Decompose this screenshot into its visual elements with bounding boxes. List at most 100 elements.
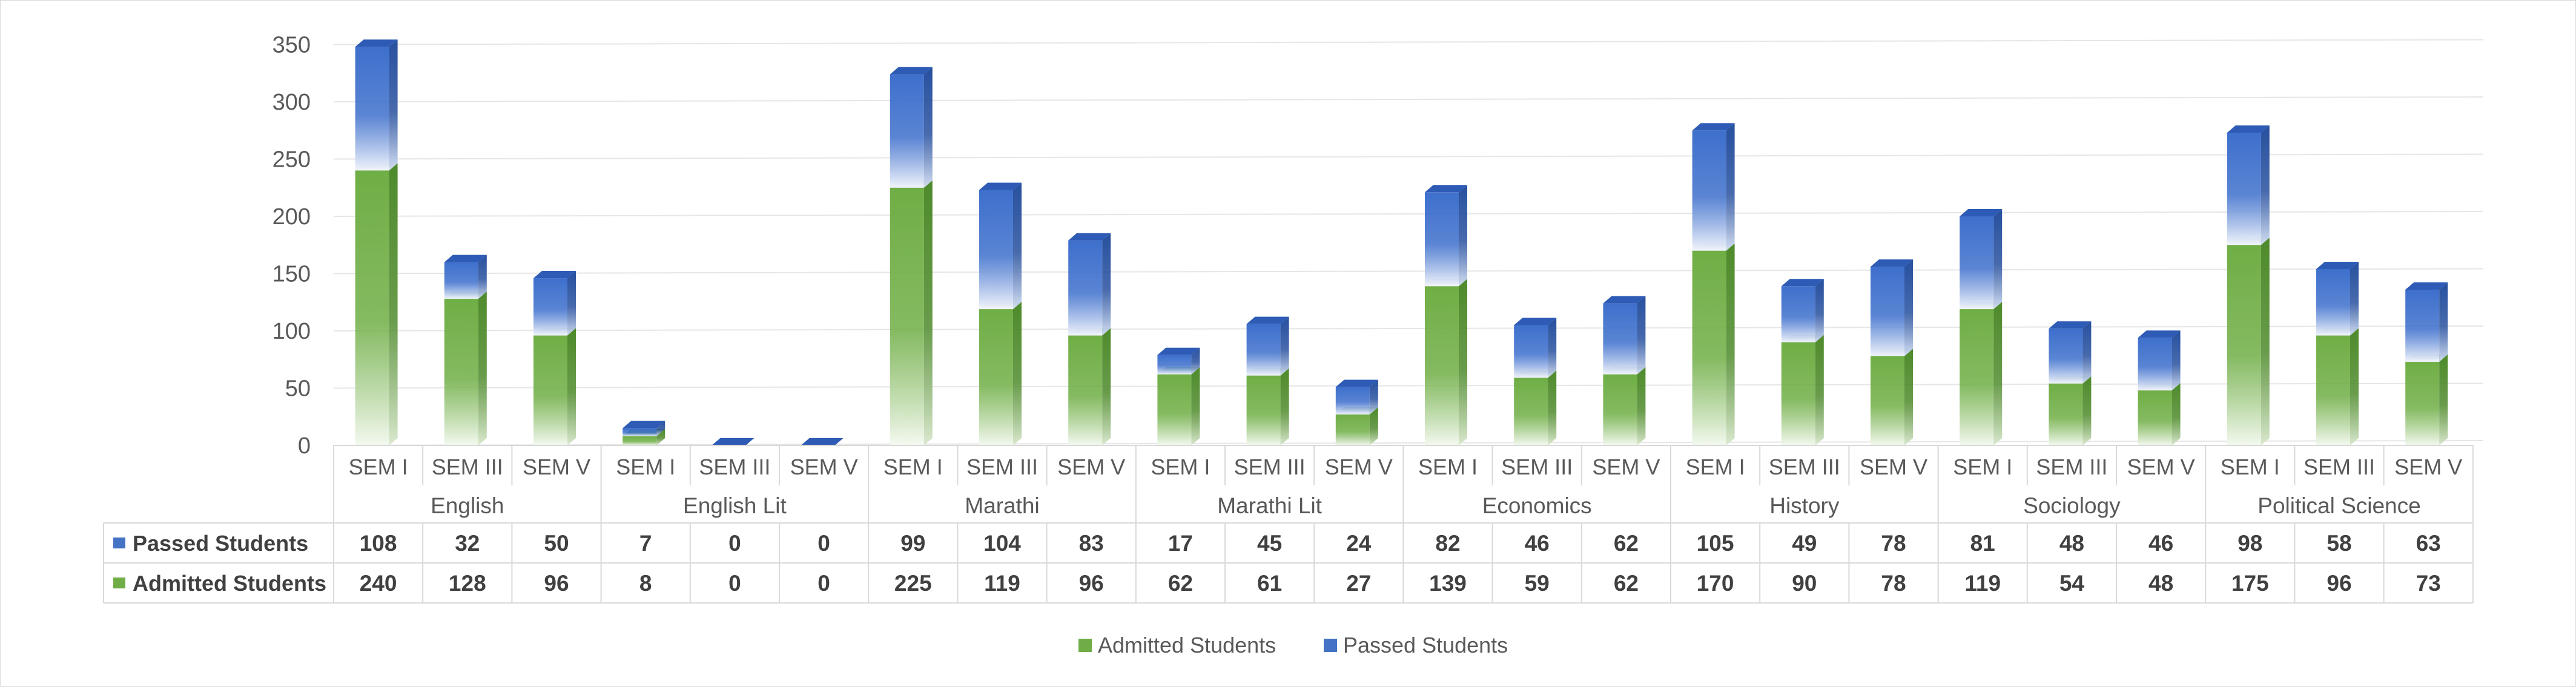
gridline [333,96,2484,102]
group-label: Political Science [2257,493,2420,518]
group-label: History [1769,493,1840,518]
category-tick-label: SEM I [349,454,408,479]
legend-label: Admitted Students [1098,633,1276,657]
bar-stack [712,438,755,445]
bar-admitted-students [444,291,487,445]
bar-passed-students [1335,379,1378,414]
table-cell: 0 [728,571,741,596]
bar-admitted-students [979,302,1022,445]
bar-stack [1692,123,1735,445]
table-cell: 139 [1429,571,1467,596]
category-tick-label: SEM I [2221,454,2280,479]
gridline [333,440,2484,446]
category-tick-label: SEM III [699,454,770,479]
bar-admitted-students [2227,238,2270,445]
y-tick-label: 0 [298,433,311,459]
y-tick-label: 150 [272,262,311,287]
table-cell: 62 [1168,571,1193,596]
category-tick-label: SEM III [966,454,1038,479]
legend-key [1078,639,1092,652]
table-cell: 0 [728,531,741,556]
table-cell: 8 [639,571,652,596]
bar-stack [1157,347,1200,445]
gridline [333,268,2484,275]
bar-stack [2316,261,2359,445]
table-cell: 99 [900,531,925,556]
bar-passed-students [1246,316,1289,376]
category-tick-label: SEM V [1325,454,1393,479]
bar-stack [1781,279,1824,445]
bar-passed-students [2227,125,2270,245]
bar-stack [1514,318,1557,445]
category-tick-label: SEM III [2304,454,2375,479]
table-row-label: Admitted Students [133,571,326,596]
table-cell: 240 [360,571,397,596]
bar-admitted-students [533,328,576,445]
table-cell: 96 [1079,571,1104,596]
y-axis-tick-labels: 0 50 100 150 200 250 300 350 [272,33,311,459]
bar-admitted-students [2316,328,2359,445]
table-cell: 62 [1614,571,1639,596]
bar-stack [2405,282,2448,445]
table-cell: 46 [2148,531,2173,556]
table-cell: 108 [360,531,397,556]
table-cell: 119 [1964,571,2001,596]
bar-stack [1068,233,1111,445]
table-cell: 98 [2237,531,2262,556]
bar-stack [533,271,576,445]
bar-passed-students [1603,296,1646,374]
bar-passed-students [890,67,933,188]
y-tick-label: 350 [272,33,311,58]
table-cell: 82 [1435,531,1460,556]
legend-label: Passed Students [1343,633,1508,657]
group-label: English Lit [683,493,787,518]
table-cell: 63 [2416,531,2441,556]
y-tick-label: 250 [272,147,311,173]
bar-passed-students [355,39,398,171]
gridlines [333,39,2484,446]
table-cell: 27 [1346,571,1371,596]
bar-stack [1335,379,1378,445]
table-cell: 62 [1614,531,1639,556]
category-tick-label: SEM V [1860,454,1927,479]
bar-admitted-students [1960,302,2003,445]
bar-stack [355,39,398,445]
gridline [333,153,2484,160]
group-label: Marathi [965,493,1039,518]
category-tick-label: SEM I [1418,454,1478,479]
gridline [333,39,2484,45]
category-tick-label: SEM III [1769,454,1840,479]
category-tick-label: SEM I [1151,454,1210,479]
table-cell: 78 [1881,531,1906,556]
bar-admitted-students [2049,376,2092,445]
category-tick-label: SEM V [2127,454,2195,479]
bar-stack [979,182,1022,445]
table-cell: 83 [1079,531,1104,556]
y-tick-label: 200 [272,204,311,230]
group-label: English [431,493,504,518]
table-cell: 104 [983,531,1021,556]
table-cell: 105 [1697,531,1734,556]
category-tick-label: SEM I [883,454,943,479]
bar-stack [801,438,844,445]
bar-stack [2049,321,2092,445]
category-tick-label: SEM III [1234,454,1306,479]
bar-admitted-students [1514,370,1557,445]
table-cell: 49 [1792,531,1817,556]
table-cell: 119 [984,571,1020,596]
category-tick-label: SEM III [1501,454,1573,479]
category-tick-label: SEM V [523,454,590,479]
table-cell: 0 [817,531,830,556]
table-cell: 58 [2327,531,2351,556]
bars [355,39,2448,445]
bar-stack [1246,316,1289,445]
table-cell: 0 [817,571,830,596]
table-cell: 73 [2416,571,2441,596]
bar-passed-students [1871,259,1913,356]
bar-admitted-students [890,180,933,445]
bar-admitted-students [1692,243,1735,445]
bar-passed-students [444,255,487,299]
y-tick-label: 50 [285,376,311,402]
table-cell: 128 [449,571,486,596]
